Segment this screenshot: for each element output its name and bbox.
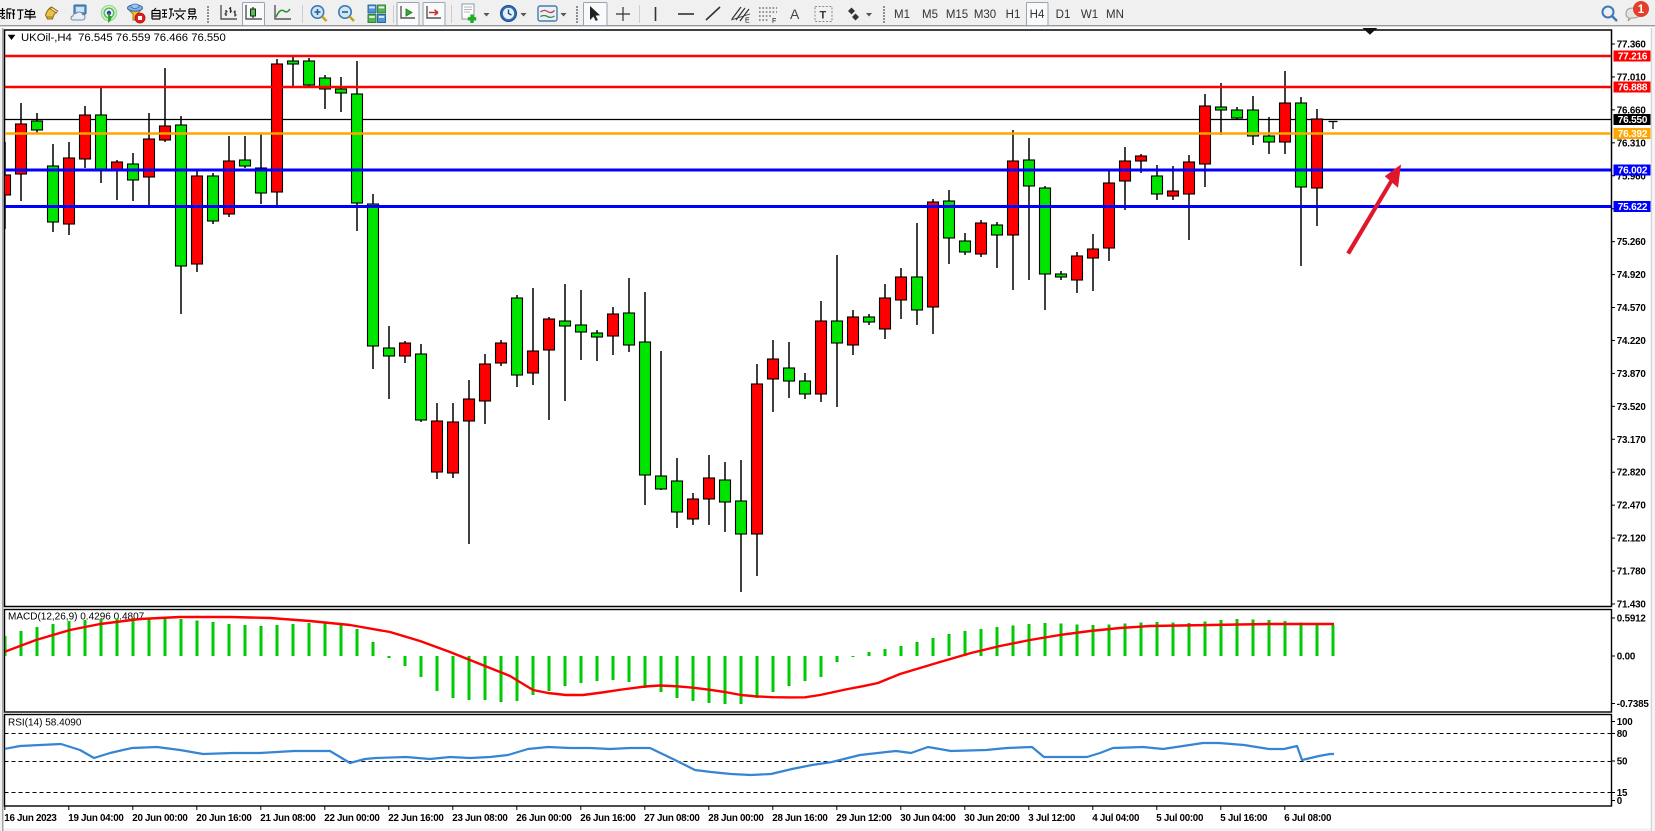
svg-text:0: 0 bbox=[1617, 796, 1623, 807]
svg-text:71.780: 71.780 bbox=[1617, 567, 1647, 578]
svg-text:76.392: 76.392 bbox=[1618, 129, 1648, 140]
svg-text:30 Jun 20:00: 30 Jun 20:00 bbox=[964, 813, 1020, 824]
svg-text:76.310: 76.310 bbox=[1617, 138, 1647, 149]
svg-text:5 Jul 16:00: 5 Jul 16:00 bbox=[1220, 813, 1268, 824]
svg-text:21 Jun 08:00: 21 Jun 08:00 bbox=[260, 813, 316, 824]
svg-text:E: E bbox=[745, 18, 750, 25]
svg-text:76.660: 76.660 bbox=[1617, 105, 1647, 116]
svg-text:72.470: 72.470 bbox=[1617, 501, 1647, 512]
svg-text:5 Jul 00:00: 5 Jul 00:00 bbox=[1156, 813, 1204, 824]
svg-text:-0.7385: -0.7385 bbox=[1617, 699, 1650, 710]
svg-text:72.120: 72.120 bbox=[1617, 534, 1647, 545]
svg-text:F: F bbox=[772, 18, 776, 25]
svg-text:MACD(12,26,9) 0.4296 0.4807: MACD(12,26,9) 0.4296 0.4807 bbox=[8, 612, 145, 623]
svg-text:20 Jun 00:00: 20 Jun 00:00 bbox=[132, 813, 188, 824]
svg-text:26 Jun 16:00: 26 Jun 16:00 bbox=[580, 813, 636, 824]
svg-text:23 Jun 08:00: 23 Jun 08:00 bbox=[452, 813, 508, 824]
svg-text:16 Jun 2023: 16 Jun 2023 bbox=[4, 813, 57, 824]
svg-text:76.888: 76.888 bbox=[1618, 83, 1648, 94]
svg-text:26 Jun 00:00: 26 Jun 00:00 bbox=[516, 813, 572, 824]
svg-text:29 Jun 12:00: 29 Jun 12:00 bbox=[836, 813, 892, 824]
svg-text:28 Jun 00:00: 28 Jun 00:00 bbox=[708, 813, 764, 824]
svg-text:77.360: 77.360 bbox=[1617, 40, 1647, 51]
svg-text:1: 1 bbox=[1638, 4, 1645, 16]
svg-text:77.010: 77.010 bbox=[1617, 72, 1647, 83]
svg-text:50: 50 bbox=[1617, 757, 1628, 768]
svg-text:MN: MN bbox=[1106, 9, 1124, 21]
svg-text:H4: H4 bbox=[1030, 9, 1045, 21]
svg-text:0.00: 0.00 bbox=[1617, 652, 1636, 663]
svg-text:80: 80 bbox=[1617, 729, 1628, 740]
svg-text:28 Jun 16:00: 28 Jun 16:00 bbox=[772, 813, 828, 824]
svg-text:74.920: 74.920 bbox=[1617, 270, 1647, 281]
svg-text:27 Jun 08:00: 27 Jun 08:00 bbox=[644, 813, 700, 824]
svg-text:74.220: 74.220 bbox=[1617, 336, 1647, 347]
svg-text:77.216: 77.216 bbox=[1618, 52, 1648, 63]
svg-text:76.550: 76.550 bbox=[1618, 115, 1648, 126]
svg-text:100: 100 bbox=[1617, 717, 1633, 728]
svg-text:T: T bbox=[820, 10, 827, 22]
svg-text:73.170: 73.170 bbox=[1617, 435, 1647, 446]
svg-text:75.260: 75.260 bbox=[1617, 237, 1647, 248]
svg-text:22 Jun 00:00: 22 Jun 00:00 bbox=[324, 813, 380, 824]
svg-text:W1: W1 bbox=[1081, 9, 1098, 21]
svg-text:19 Jun 04:00: 19 Jun 04:00 bbox=[68, 813, 124, 824]
svg-text:73.870: 73.870 bbox=[1617, 369, 1647, 380]
svg-text:M5: M5 bbox=[922, 9, 938, 21]
svg-text:4 Jul 04:00: 4 Jul 04:00 bbox=[1092, 813, 1140, 824]
svg-text:15: 15 bbox=[1617, 788, 1628, 799]
svg-text:M1: M1 bbox=[894, 9, 910, 21]
svg-text:72.820: 72.820 bbox=[1617, 468, 1647, 479]
svg-text:74.570: 74.570 bbox=[1617, 303, 1647, 314]
svg-text:75.622: 75.622 bbox=[1618, 202, 1648, 213]
svg-text:H1: H1 bbox=[1006, 9, 1021, 21]
svg-text:73.520: 73.520 bbox=[1617, 402, 1647, 413]
svg-text:3 Jul 12:00: 3 Jul 12:00 bbox=[1028, 813, 1076, 824]
svg-text:0.5912: 0.5912 bbox=[1617, 614, 1647, 625]
svg-text:UKOil-,H4 76.545 76.559 76.46: UKOil-,H4 76.545 76.559 76.466 76.550 bbox=[21, 32, 226, 44]
svg-text:76.002: 76.002 bbox=[1618, 166, 1648, 177]
svg-text:71.430: 71.430 bbox=[1617, 599, 1647, 610]
svg-text:A: A bbox=[790, 6, 800, 22]
svg-text:20 Jun 16:00: 20 Jun 16:00 bbox=[196, 813, 252, 824]
svg-text:75.960: 75.960 bbox=[1617, 171, 1647, 182]
svg-text:M15: M15 bbox=[946, 9, 968, 21]
svg-text:30 Jun 04:00: 30 Jun 04:00 bbox=[900, 813, 956, 824]
svg-text:M30: M30 bbox=[974, 9, 996, 21]
svg-text:D1: D1 bbox=[1056, 9, 1071, 21]
svg-text:22 Jun 16:00: 22 Jun 16:00 bbox=[388, 813, 444, 824]
svg-text:RSI(14) 58.4090: RSI(14) 58.4090 bbox=[8, 718, 82, 729]
svg-text:6 Jul 08:00: 6 Jul 08:00 bbox=[1284, 813, 1332, 824]
